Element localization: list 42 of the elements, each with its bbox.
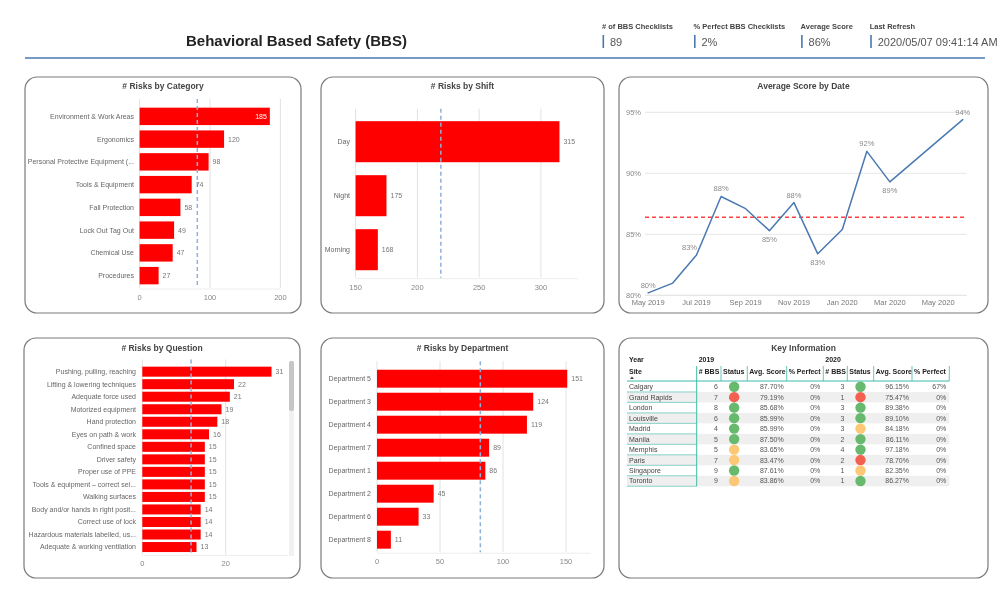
bar [139,266,159,285]
bar [142,504,201,515]
bar [377,438,490,457]
chart-title: # Risks by Department [416,343,509,353]
bar [377,369,568,388]
bar [142,429,209,440]
bar [377,507,419,526]
bar [142,454,205,465]
bar [142,516,201,527]
bar [139,244,173,262]
text: 2020/05/07 09:41:14 AM [877,36,998,48]
bar [142,479,205,490]
text: Behavioral Based Safety (BBS) [186,32,407,49]
bar [139,198,181,217]
bar [139,153,209,171]
bar [377,484,434,503]
text: 89 [610,36,623,48]
bar [142,379,235,390]
bar [139,130,225,148]
bar [142,404,222,415]
bar [139,221,175,239]
bar [139,107,270,126]
bar [139,175,192,194]
text: 86% [808,36,831,48]
chart-title: # Risks by Shift [430,81,495,91]
bar [142,491,205,502]
bar [377,392,534,411]
bar [377,530,391,549]
bar [377,461,486,480]
bar [142,391,230,402]
bar [142,529,201,540]
bar [377,415,527,434]
chart-title: # Risks by Question [121,343,203,353]
chart-title: Average Score by Date [757,81,850,91]
bar [142,416,218,427]
bar [142,366,272,377]
text: Key Information [771,343,836,353]
bar [142,466,205,477]
bar [142,542,197,553]
chart-title: # Risks by Category [122,81,204,91]
bar [142,441,205,452]
text: 2% [701,36,718,48]
